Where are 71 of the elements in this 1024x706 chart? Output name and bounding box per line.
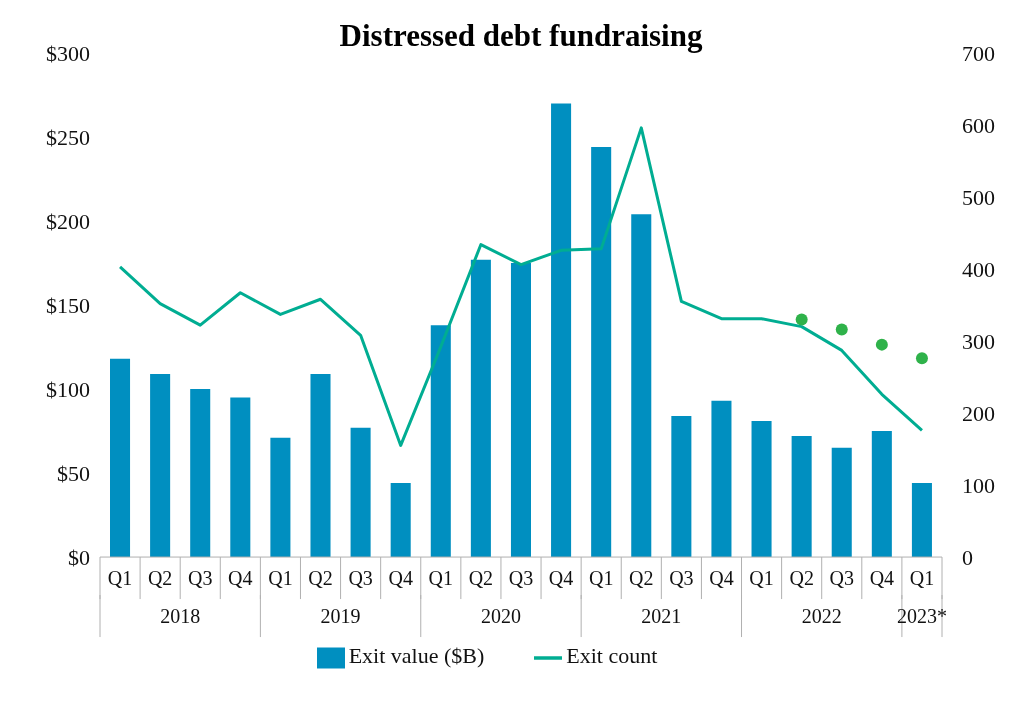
- bar: [430, 325, 451, 558]
- x-tick-label: Q1: [749, 567, 774, 590]
- y-tick-label: $100: [46, 376, 90, 402]
- y-tick-label: $300: [46, 40, 90, 66]
- x-tick-label: Q3: [348, 567, 373, 590]
- point: [915, 352, 928, 365]
- bar: [911, 483, 932, 558]
- legend-label: Exit count: [566, 643, 658, 669]
- x-tick-label: Q4: [548, 567, 574, 590]
- x-tick-label: Q2: [789, 567, 814, 590]
- x-tick-label: Q2: [468, 567, 494, 590]
- y-tick-label: $150: [46, 292, 90, 318]
- y2-tick-label: 100: [962, 472, 995, 498]
- legend-label: Exit value ($B): [348, 643, 485, 669]
- bar: [350, 427, 371, 558]
- point: [795, 313, 808, 326]
- bar: [751, 420, 772, 558]
- y2-tick-label: 200: [962, 400, 995, 426]
- bar: [390, 483, 411, 558]
- bar: [230, 397, 251, 558]
- bar: [711, 400, 732, 558]
- line-series: [118, 126, 924, 447]
- bar: [470, 259, 491, 558]
- x-tick-label: Q3: [829, 567, 854, 590]
- y2-tick-label: 600: [962, 112, 995, 138]
- y-tick-label: $0: [68, 544, 90, 570]
- y-tick-label: $200: [46, 208, 90, 234]
- y2-tick-label: 500: [962, 184, 995, 210]
- y-tick-label: $50: [57, 460, 90, 486]
- bar: [270, 437, 291, 558]
- bar: [631, 214, 652, 558]
- x-tick-label: Q4: [388, 567, 413, 590]
- x-tick-label: Q3: [669, 567, 694, 590]
- bar: [190, 389, 211, 558]
- bar: [510, 263, 531, 558]
- bar: [551, 103, 572, 558]
- x-tick-label: Q1: [588, 567, 614, 590]
- bar: [591, 147, 612, 558]
- x-tick-label: Q4: [869, 567, 895, 590]
- x-tick-label: Q2: [147, 567, 173, 590]
- y-tick-label: $250: [46, 124, 90, 150]
- x-tick-label: Q1: [909, 567, 935, 590]
- bar: [110, 358, 131, 558]
- text: 2019: [320, 605, 361, 628]
- y2-tick-label: 400: [962, 256, 995, 282]
- bar: [791, 436, 812, 558]
- x-tick-label: Q4: [709, 567, 734, 590]
- text: 2022: [801, 605, 842, 628]
- point: [875, 338, 888, 351]
- y2-tick-label: 300: [962, 328, 995, 354]
- bar: [150, 373, 171, 558]
- text: 2023*: [896, 605, 947, 628]
- y2-tick-label: 0: [962, 544, 973, 570]
- x-tick-label: Q4: [228, 567, 253, 590]
- x-tick-label: Q3: [508, 567, 534, 590]
- text: 2020: [480, 605, 521, 628]
- x-tick-label: Q3: [188, 567, 213, 590]
- bar: [831, 447, 852, 558]
- y2-tick-label: 700: [962, 40, 995, 66]
- chart-title: Distressed debt fundraising: [338, 18, 704, 54]
- x-tick-label: Q2: [629, 567, 654, 590]
- x-tick-label: Q1: [268, 567, 293, 590]
- text: 2018: [160, 605, 201, 628]
- bar: [671, 415, 692, 558]
- x-tick-label: Q1: [107, 567, 133, 590]
- text: 2021: [641, 605, 682, 628]
- bar: [310, 373, 331, 558]
- point: [835, 323, 848, 336]
- bar: [871, 431, 892, 558]
- x-tick-label: Q1: [428, 567, 454, 590]
- x-tick-label: Q2: [308, 567, 333, 590]
